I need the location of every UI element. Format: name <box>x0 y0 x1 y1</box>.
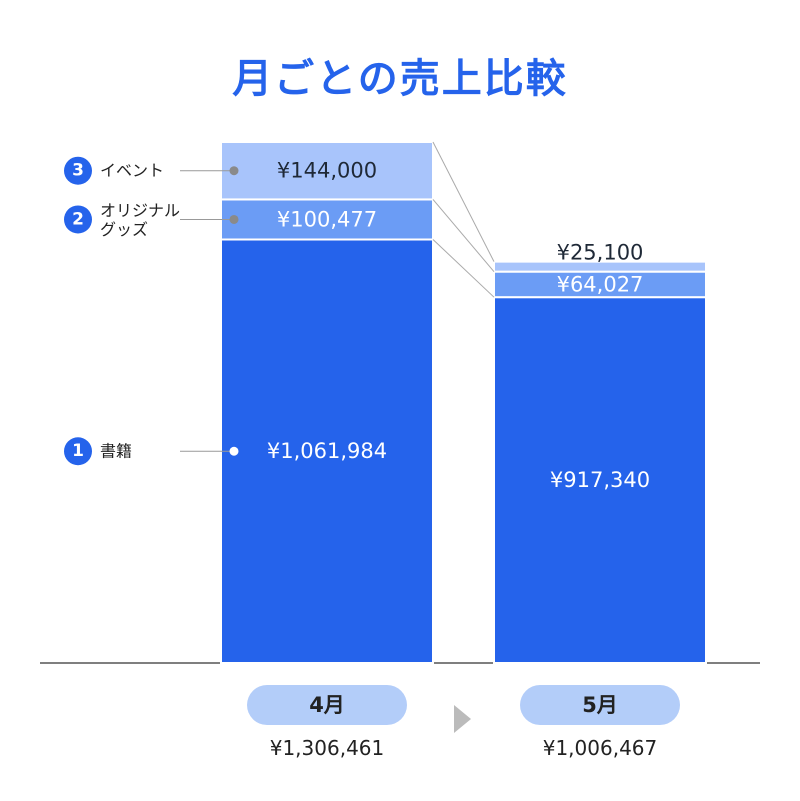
category-label: 4月 <box>309 693 345 717</box>
value-label: ¥64,027 <box>557 272 644 296</box>
bar-segment-2-1 <box>493 296 707 664</box>
connector-line <box>432 141 495 262</box>
legend-marker-3 <box>64 156 92 185</box>
category-pill <box>247 685 407 725</box>
connector-line <box>432 199 495 272</box>
legend-dot <box>229 446 239 456</box>
arrow-icon <box>454 705 471 733</box>
bar-segment-1-2 <box>220 198 434 241</box>
legend-dot <box>229 214 239 224</box>
legend-label: 書籍 <box>100 442 132 461</box>
bar-segment-2-3 <box>493 260 707 273</box>
value-label: ¥144,000 <box>277 159 377 183</box>
bar-segment-2-2 <box>493 270 707 299</box>
legend-label: イベント <box>100 161 164 180</box>
value-label: ¥917,340 <box>550 468 650 492</box>
legend-dot <box>229 166 239 176</box>
total-label: ¥1,006,467 <box>543 736 658 760</box>
value-label: ¥100,477 <box>277 207 377 231</box>
total-label: ¥1,306,461 <box>270 736 385 760</box>
legend-number: 1 <box>72 441 84 461</box>
legend-number: 2 <box>72 209 84 229</box>
legend-number: 3 <box>72 161 84 181</box>
value-label: ¥1,061,984 <box>267 439 387 463</box>
bar-segment-1-3 <box>220 141 434 201</box>
legend-label: グッズ <box>100 220 148 239</box>
category-pill <box>520 685 680 725</box>
bar-segment-1-1 <box>220 238 434 664</box>
chart-title: 月ごとの売上比較 <box>232 56 568 102</box>
category-label: 5月 <box>582 693 618 717</box>
value-label: ¥25,100 <box>557 241 644 265</box>
legend-label: オリジナル <box>100 201 180 220</box>
legend-marker-2 <box>64 205 92 234</box>
connector-line <box>432 239 495 298</box>
legend-marker-1 <box>64 437 92 466</box>
